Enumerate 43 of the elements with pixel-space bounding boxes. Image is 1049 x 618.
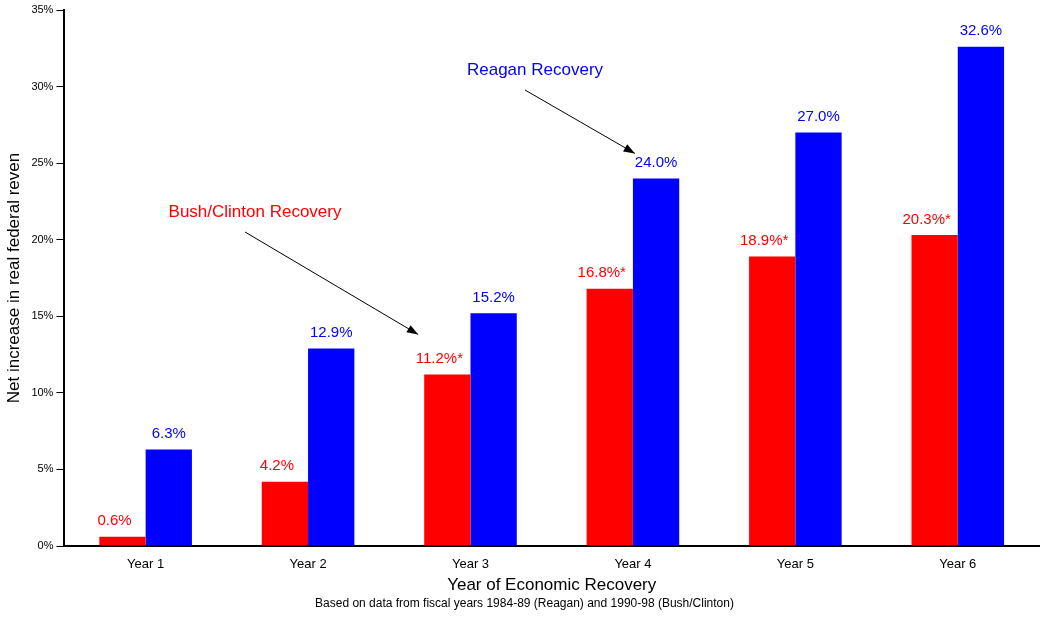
text: Based on data from fiscal years 1984-89 (Reagan) and 1990-98 (Bush/Clinton) xyxy=(314,596,735,610)
data-label: 24.0% xyxy=(634,153,678,171)
y-tick-label: 5% xyxy=(37,462,54,475)
text: Reagan Recovery xyxy=(466,59,604,79)
bar xyxy=(261,481,309,546)
data-label: 16.8%* xyxy=(577,263,627,281)
data-label: 4.2% xyxy=(259,456,295,474)
bar xyxy=(586,288,633,546)
y-tick-label: 0% xyxy=(37,539,54,552)
x-tick-label: Year 1 xyxy=(127,556,165,572)
data-label: 18.9%* xyxy=(740,231,789,249)
bar xyxy=(957,46,1005,546)
x-tick-label: Year 6 xyxy=(939,556,977,572)
y-tick-label: 10% xyxy=(31,385,54,398)
x-axis-title: Year of Economic Recovery xyxy=(447,575,657,595)
data-label: 11.2%* xyxy=(415,349,464,367)
x-tick-label: Year 3 xyxy=(451,556,490,572)
bar xyxy=(308,348,355,546)
data-label: 27.0% xyxy=(797,107,840,125)
bar xyxy=(749,256,796,546)
bar xyxy=(470,313,517,546)
bar xyxy=(632,178,680,546)
x-tick-label: Year 4 xyxy=(614,556,652,572)
y-tick-label: 15% xyxy=(31,309,54,322)
bar xyxy=(911,235,958,546)
data-label: 6.3% xyxy=(151,424,186,442)
data-label: 0.6% xyxy=(97,511,132,529)
data-label: 12.9% xyxy=(309,323,353,341)
data-label: 15.2% xyxy=(472,287,515,305)
x-tick-label: Year 5 xyxy=(776,556,814,572)
bar xyxy=(424,374,471,546)
x-tick-label: Year 2 xyxy=(289,556,327,572)
bar xyxy=(99,536,146,546)
data-label: 20.3%* xyxy=(902,209,951,227)
y-tick-label: 25% xyxy=(31,156,54,169)
text: Bush/Clinton Recovery xyxy=(168,201,342,221)
y-axis-title: Net increase in real federal reven xyxy=(3,152,23,404)
bar xyxy=(145,449,192,546)
y-tick-label: 20% xyxy=(31,232,54,245)
bar xyxy=(795,132,842,546)
data-label: 32.6% xyxy=(959,21,1003,39)
y-tick-label: 35% xyxy=(31,3,54,16)
y-tick-label: 30% xyxy=(31,79,54,92)
